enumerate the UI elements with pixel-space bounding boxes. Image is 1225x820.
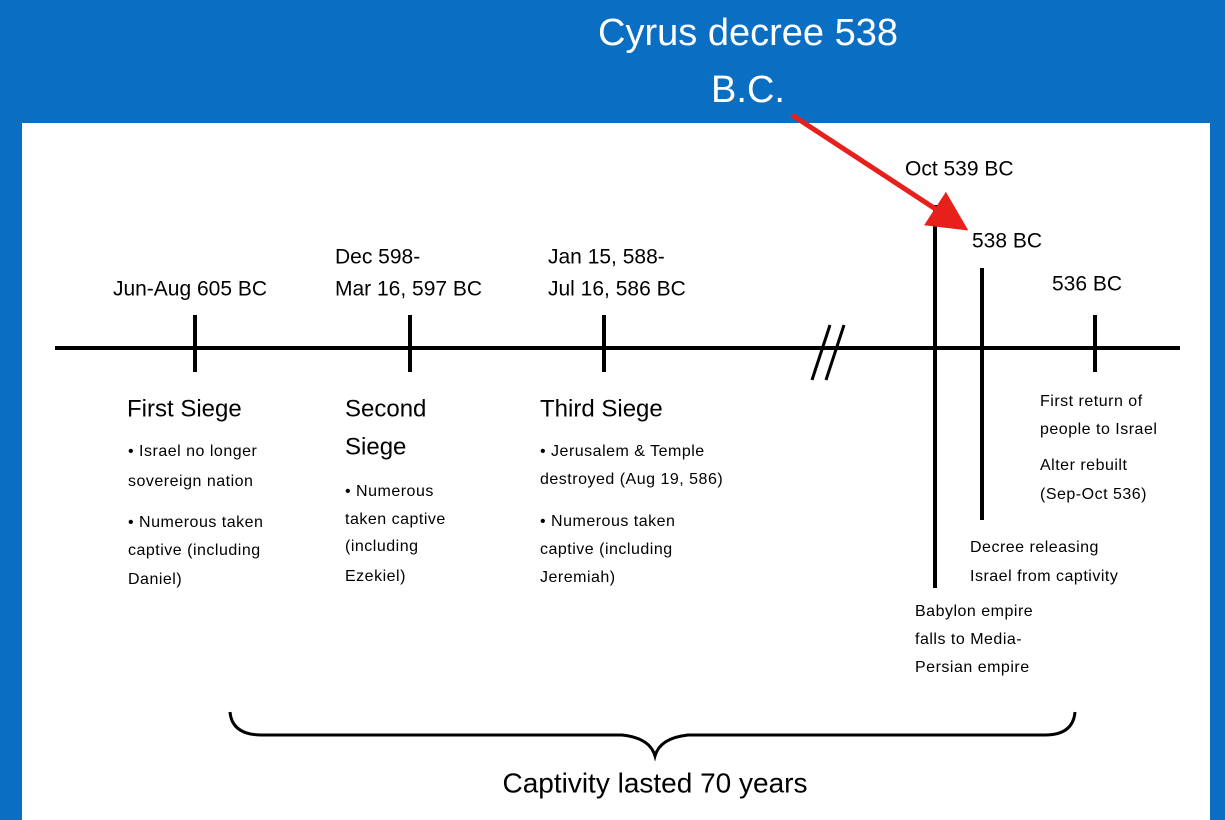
event-note: • Jerusalem & Temple: [540, 443, 705, 460]
event-date: Mar 16, 597 BC: [335, 278, 482, 301]
event-note: Jeremiah): [540, 569, 616, 586]
event-note: falls to Media-: [915, 631, 1022, 648]
title-line: B.C.: [711, 69, 785, 111]
event-note: captive (including: [128, 542, 261, 559]
event-note: taken captive: [345, 511, 446, 528]
event-heading: First Siege: [127, 395, 242, 422]
brace: [228, 711, 1077, 762]
event-note: destroyed (Aug 19, 586): [540, 471, 723, 488]
event-heading: Third Siege: [540, 395, 663, 422]
event-date: Dec 598-: [335, 246, 420, 269]
timeline: [55, 205, 1180, 588]
event-date: 536 BC: [1052, 273, 1122, 296]
event-date: 538 BC: [972, 230, 1042, 253]
event-note: Daniel): [128, 571, 182, 588]
event-note: Alter rebuilt: [1040, 457, 1127, 474]
event-note: sovereign nation: [128, 473, 253, 490]
event-date: Jan 15, 588-: [548, 246, 665, 269]
event-note: Israel from captivity: [970, 568, 1118, 585]
event-note: • Numerous: [345, 483, 434, 500]
event-date: Oct 539 BC: [905, 158, 1014, 181]
event-note: • Numerous taken: [128, 514, 263, 531]
event-note: First return of: [1040, 393, 1143, 410]
panel: [22, 123, 1210, 820]
event-heading: Second: [345, 395, 426, 422]
event-note: captive (including: [540, 541, 673, 558]
event-note: Babylon empire: [915, 603, 1033, 620]
event-note: Decree releasing: [970, 539, 1099, 556]
arrow: [790, 112, 969, 231]
event-date: Jun-Aug 605 BC: [113, 278, 267, 301]
event-date: Jul 16, 586 BC: [548, 278, 686, 301]
break-mark: [810, 324, 832, 381]
event-note: (Sep-Oct 536): [1040, 486, 1147, 503]
event-note: (including: [345, 538, 418, 555]
event-note: Ezekiel): [345, 568, 406, 585]
event-note: Persian empire: [915, 659, 1030, 676]
title-line: Cyrus decree 538: [598, 12, 898, 54]
event-heading: Siege: [345, 433, 406, 460]
event-note: • Numerous taken: [540, 513, 675, 530]
event-note: people to Israel: [1040, 421, 1157, 438]
footer: Captivity lasted 70 years: [502, 767, 807, 798]
event-note: • Israel no longer: [128, 443, 258, 460]
break-mark: [824, 324, 846, 381]
